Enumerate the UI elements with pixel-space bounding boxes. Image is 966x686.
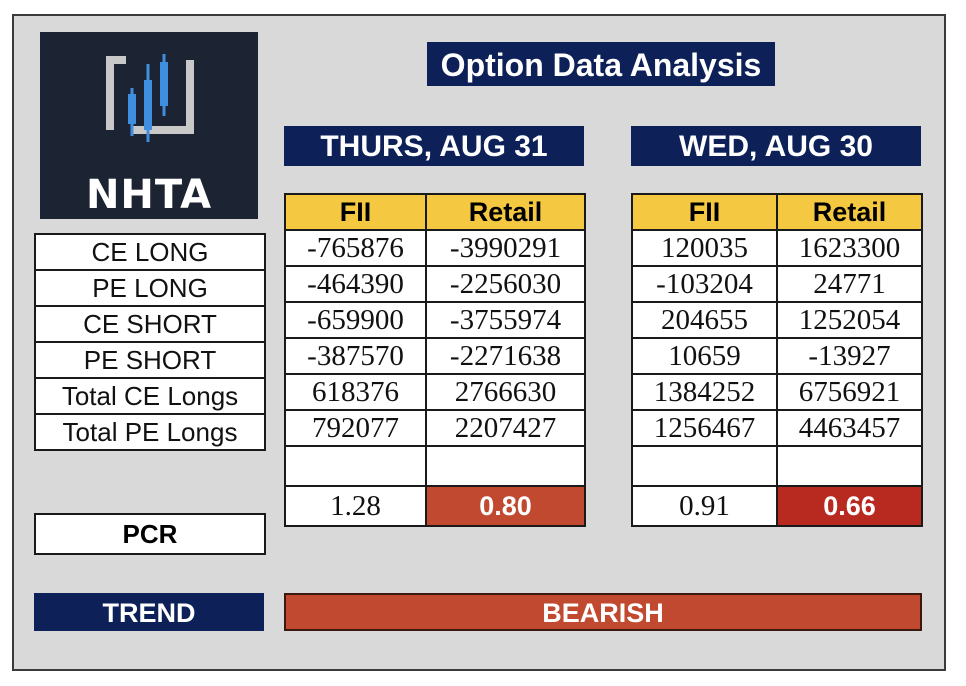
fii-cell: 10659 xyxy=(631,337,778,375)
table-row: 618376 2766630 xyxy=(283,373,586,411)
column-header-retail: Retail xyxy=(776,193,923,231)
pcr-row: 1.28 0.80 xyxy=(283,485,586,527)
row-label: Total CE Longs xyxy=(34,377,266,415)
fii-cell: -103204 xyxy=(631,265,778,303)
retail-cell: -3755974 xyxy=(425,301,586,339)
trend-label: TREND xyxy=(34,593,264,631)
pcr-label-table: PCR xyxy=(34,513,266,555)
logo-text: NHTA xyxy=(85,172,213,218)
table-row-empty xyxy=(283,445,586,487)
table-row: Total CE Longs xyxy=(34,377,266,415)
nhta-logo: NHTA xyxy=(40,32,258,219)
retail-cell: 2766630 xyxy=(425,373,586,411)
fii-cell: 1384252 xyxy=(631,373,778,411)
trend-value: BEARISH xyxy=(284,593,922,631)
column-header-fii: FII xyxy=(631,193,778,231)
table-row: -464390 -2256030 xyxy=(283,265,586,303)
date-header-aug30: WED, AUG 30 xyxy=(631,126,921,166)
fii-cell: 618376 xyxy=(283,373,428,411)
table-row: -387570 -2271638 xyxy=(283,337,586,375)
fii-cell: 1256467 xyxy=(631,409,778,447)
retail-cell: 1252054 xyxy=(776,301,923,339)
row-label: PE SHORT xyxy=(34,341,266,379)
table-header-row: FII Retail xyxy=(283,193,586,231)
table-row-empty xyxy=(631,445,923,487)
fii-cell: 204655 xyxy=(631,301,778,339)
table-row: 1256467 4463457 xyxy=(631,409,923,447)
table-row: PE LONG xyxy=(34,269,266,307)
column-header-retail: Retail xyxy=(425,193,586,231)
fii-cell: 792077 xyxy=(283,409,428,447)
table-row: 204655 1252054 xyxy=(631,301,923,339)
empty-cell xyxy=(776,445,923,487)
table-row: Total PE Longs xyxy=(34,413,266,451)
retail-cell: -2256030 xyxy=(425,265,586,303)
table-row: PCR xyxy=(34,513,266,555)
pcr-fii-cell: 1.28 xyxy=(283,485,428,527)
empty-cell xyxy=(425,445,586,487)
table-row: 792077 2207427 xyxy=(283,409,586,447)
row-labels-table: CE LONG PE LONG CE SHORT PE SHORT Total … xyxy=(34,233,266,451)
column-header-fii: FII xyxy=(283,193,428,231)
pcr-fii-cell: 0.91 xyxy=(631,485,778,527)
row-label: CE LONG xyxy=(34,233,266,271)
retail-cell: -2271638 xyxy=(425,337,586,375)
candlestick-logo-icon xyxy=(106,54,194,142)
retail-cell: -13927 xyxy=(776,337,923,375)
retail-cell: 2207427 xyxy=(425,409,586,447)
pcr-retail-cell: 0.66 xyxy=(776,485,923,527)
aug31-table: FII Retail -765876 -3990291 -464390 -22560… xyxy=(283,193,586,527)
retail-cell: 24771 xyxy=(776,265,923,303)
row-label: PE LONG xyxy=(34,269,266,307)
table-row: 120035 1623300 xyxy=(631,229,923,267)
retail-cell: -3990291 xyxy=(425,229,586,267)
pcr-retail-cell: 0.80 xyxy=(425,485,586,527)
page-title: Option Data Analysis xyxy=(427,42,775,86)
table-row: 10659 -13927 xyxy=(631,337,923,375)
pcr-label: PCR xyxy=(34,513,266,555)
table-row: -103204 24771 xyxy=(631,265,923,303)
fii-cell: -464390 xyxy=(283,265,428,303)
row-label: CE SHORT xyxy=(34,305,266,343)
table-row: CE SHORT xyxy=(34,305,266,343)
table-row: -765876 -3990291 xyxy=(283,229,586,267)
retail-cell: 4463457 xyxy=(776,409,923,447)
fii-cell: 120035 xyxy=(631,229,778,267)
table-header-row: FII Retail xyxy=(631,193,923,231)
retail-cell: 6756921 xyxy=(776,373,923,411)
fii-cell: -765876 xyxy=(283,229,428,267)
table-row: CE LONG xyxy=(34,233,266,271)
fii-cell: -659900 xyxy=(283,301,428,339)
table-row: PE SHORT xyxy=(34,341,266,379)
table-row: 1384252 6756921 xyxy=(631,373,923,411)
fii-cell: -387570 xyxy=(283,337,428,375)
aug30-table: FII Retail 120035 1623300 -103204 24771 20… xyxy=(631,193,923,527)
date-header-aug31: THURS, AUG 31 xyxy=(284,126,584,166)
table-row: -659900 -3755974 xyxy=(283,301,586,339)
row-label: Total PE Longs xyxy=(34,413,266,451)
empty-cell xyxy=(631,445,778,487)
retail-cell: 1623300 xyxy=(776,229,923,267)
pcr-row: 0.91 0.66 xyxy=(631,485,923,527)
empty-cell xyxy=(283,445,428,487)
